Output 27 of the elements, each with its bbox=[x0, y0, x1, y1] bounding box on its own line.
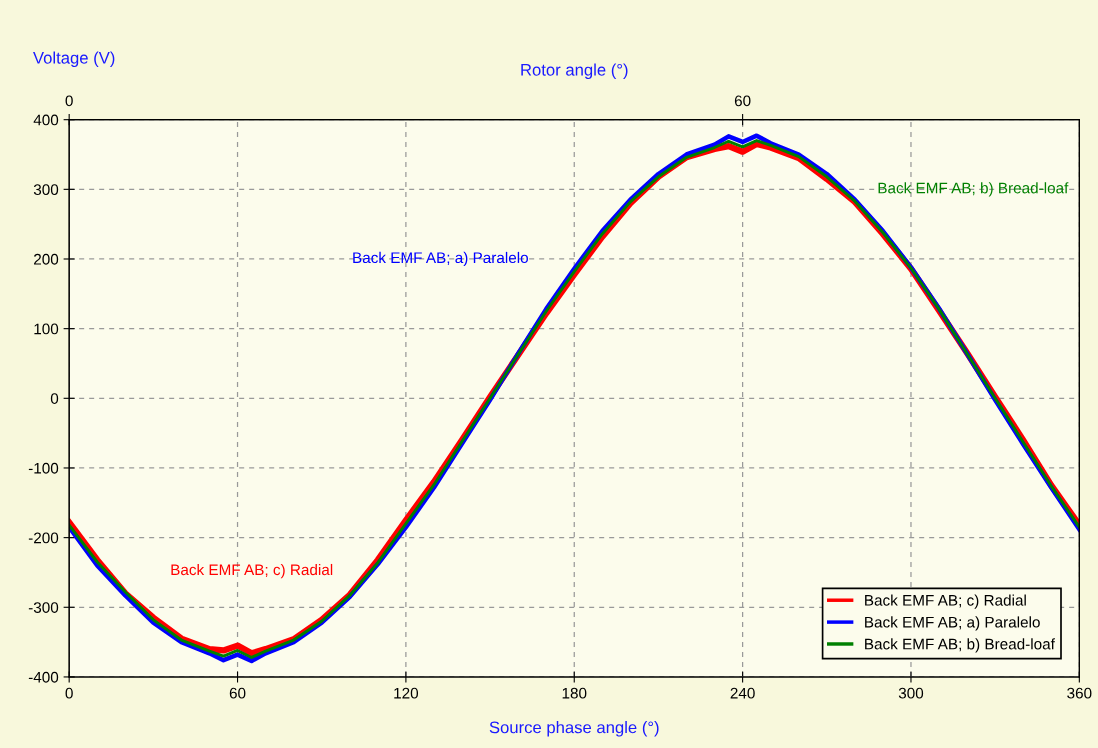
y-axis-title: Voltage (V) bbox=[33, 51, 115, 68]
legend-label: Back EMF AB; a) Paralelo bbox=[865, 616, 1040, 631]
legend-label: Back EMF AB; b) Bread-loaf bbox=[865, 638, 1055, 653]
x-tick-label: 180 bbox=[562, 687, 587, 699]
legend-label: Back EMF AB; c) Radial bbox=[865, 594, 1026, 609]
y-tick-label: -100 bbox=[28, 462, 59, 474]
x-tick-label: 240 bbox=[730, 687, 755, 699]
y-tick-label: 300 bbox=[33, 184, 59, 196]
x-axis-title: Source phase angle (°) bbox=[489, 721, 659, 737]
x-tick-label: 0 bbox=[65, 687, 73, 699]
y-tick-label: -300 bbox=[28, 602, 59, 613]
x-tick-label: 120 bbox=[394, 687, 419, 699]
x2-tick-label: 60 bbox=[734, 95, 751, 107]
x-tick-label: 300 bbox=[898, 687, 924, 699]
y-tick-label: 200 bbox=[34, 253, 59, 265]
y-tick-label: 400 bbox=[33, 114, 59, 126]
x2-axis-title: Rotor angle (°) bbox=[521, 63, 628, 80]
y-tick-label: -400 bbox=[28, 671, 59, 683]
x-tick-label: 360 bbox=[1067, 687, 1092, 699]
x2-tick-label: 0 bbox=[65, 95, 73, 107]
y-tick-label: 100 bbox=[34, 323, 59, 335]
annotation: Back EMF AB; c) Radial bbox=[171, 563, 333, 579]
annotation: Back EMF AB; a) Paralelo bbox=[353, 251, 528, 267]
y-tick-label: -200 bbox=[28, 532, 59, 544]
annotation: Back EMF AB; b) Bread-loaf bbox=[878, 182, 1069, 197]
y-tick-label: 0 bbox=[50, 393, 59, 404]
x-tick-label: 60 bbox=[229, 687, 246, 699]
